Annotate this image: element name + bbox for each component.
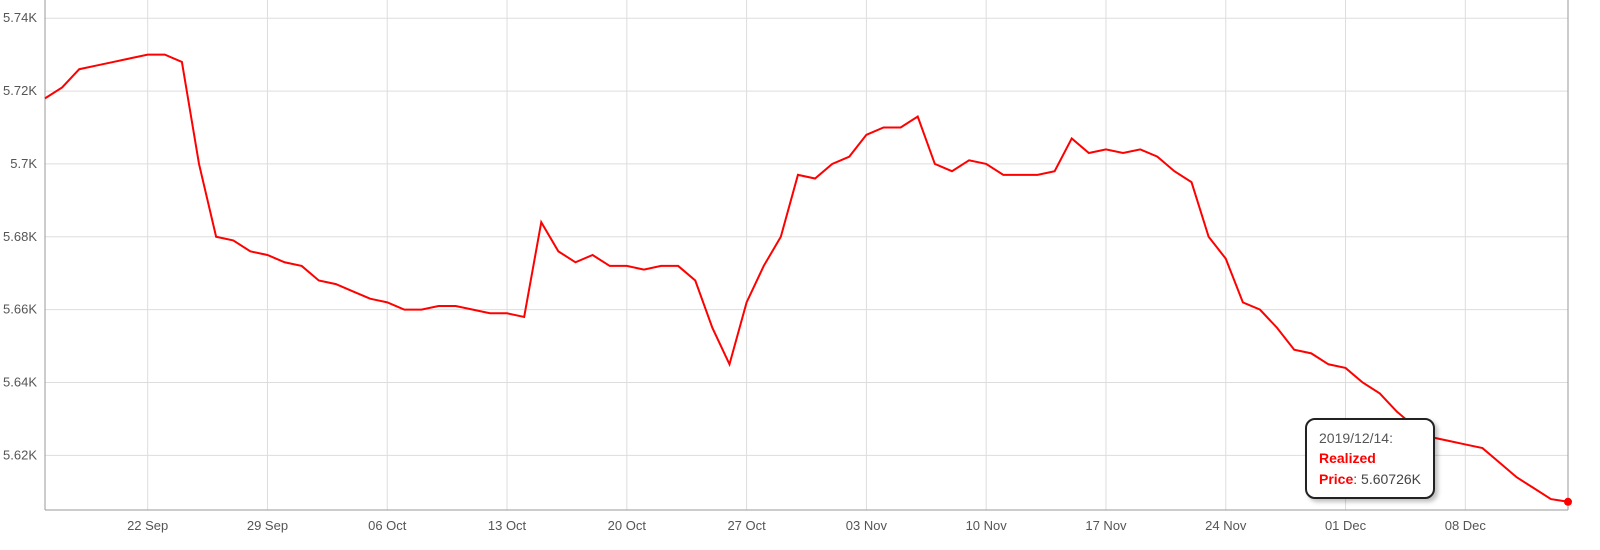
y-axis-tick-label: 5.68K <box>3 229 37 244</box>
x-axis-tick-label: 27 Oct <box>727 518 766 533</box>
tooltip-colon: : <box>1353 471 1361 487</box>
y-axis-tick-label: 5.72K <box>3 83 37 98</box>
tooltip-value-prefix: Price <box>1319 471 1353 487</box>
x-axis-tick-label: 01 Dec <box>1325 518 1367 533</box>
tooltip-date: 2019/12/14: <box>1319 428 1421 448</box>
x-axis-tick-label: 20 Oct <box>608 518 647 533</box>
x-axis-tick-label: 08 Dec <box>1445 518 1487 533</box>
x-axis-tick-label: 17 Nov <box>1085 518 1127 533</box>
x-axis-tick-label: 24 Nov <box>1205 518 1247 533</box>
series-end-marker <box>1564 498 1572 506</box>
y-axis-tick-label: 5.62K <box>3 447 37 462</box>
tooltip-value: 5.60726K <box>1361 471 1421 487</box>
y-axis-tick-label: 5.7K <box>10 156 37 171</box>
y-axis-tick-label: 5.74K <box>3 10 37 25</box>
y-axis-tick-label: 5.64K <box>3 375 37 390</box>
x-axis-tick-label: 10 Nov <box>966 518 1008 533</box>
x-axis-tick-label: 13 Oct <box>488 518 527 533</box>
x-axis-tick-label: 03 Nov <box>846 518 888 533</box>
y-axis-tick-label: 5.66K <box>3 302 37 317</box>
x-axis-tick-label: 29 Sep <box>247 518 288 533</box>
x-axis-tick-label: 22 Sep <box>127 518 168 533</box>
tooltip-series-name: Realized <box>1319 450 1376 466</box>
price-line-chart: 5.62K 5.64K 5.66K 5.68K 5.7K 5.72K 5.74K 22 Sep… <box>0 0 1600 550</box>
chart-tooltip: 2019/12/14: Realized Price: 5.60726K <box>1305 418 1435 499</box>
x-axis-tick-label: 06 Oct <box>368 518 407 533</box>
